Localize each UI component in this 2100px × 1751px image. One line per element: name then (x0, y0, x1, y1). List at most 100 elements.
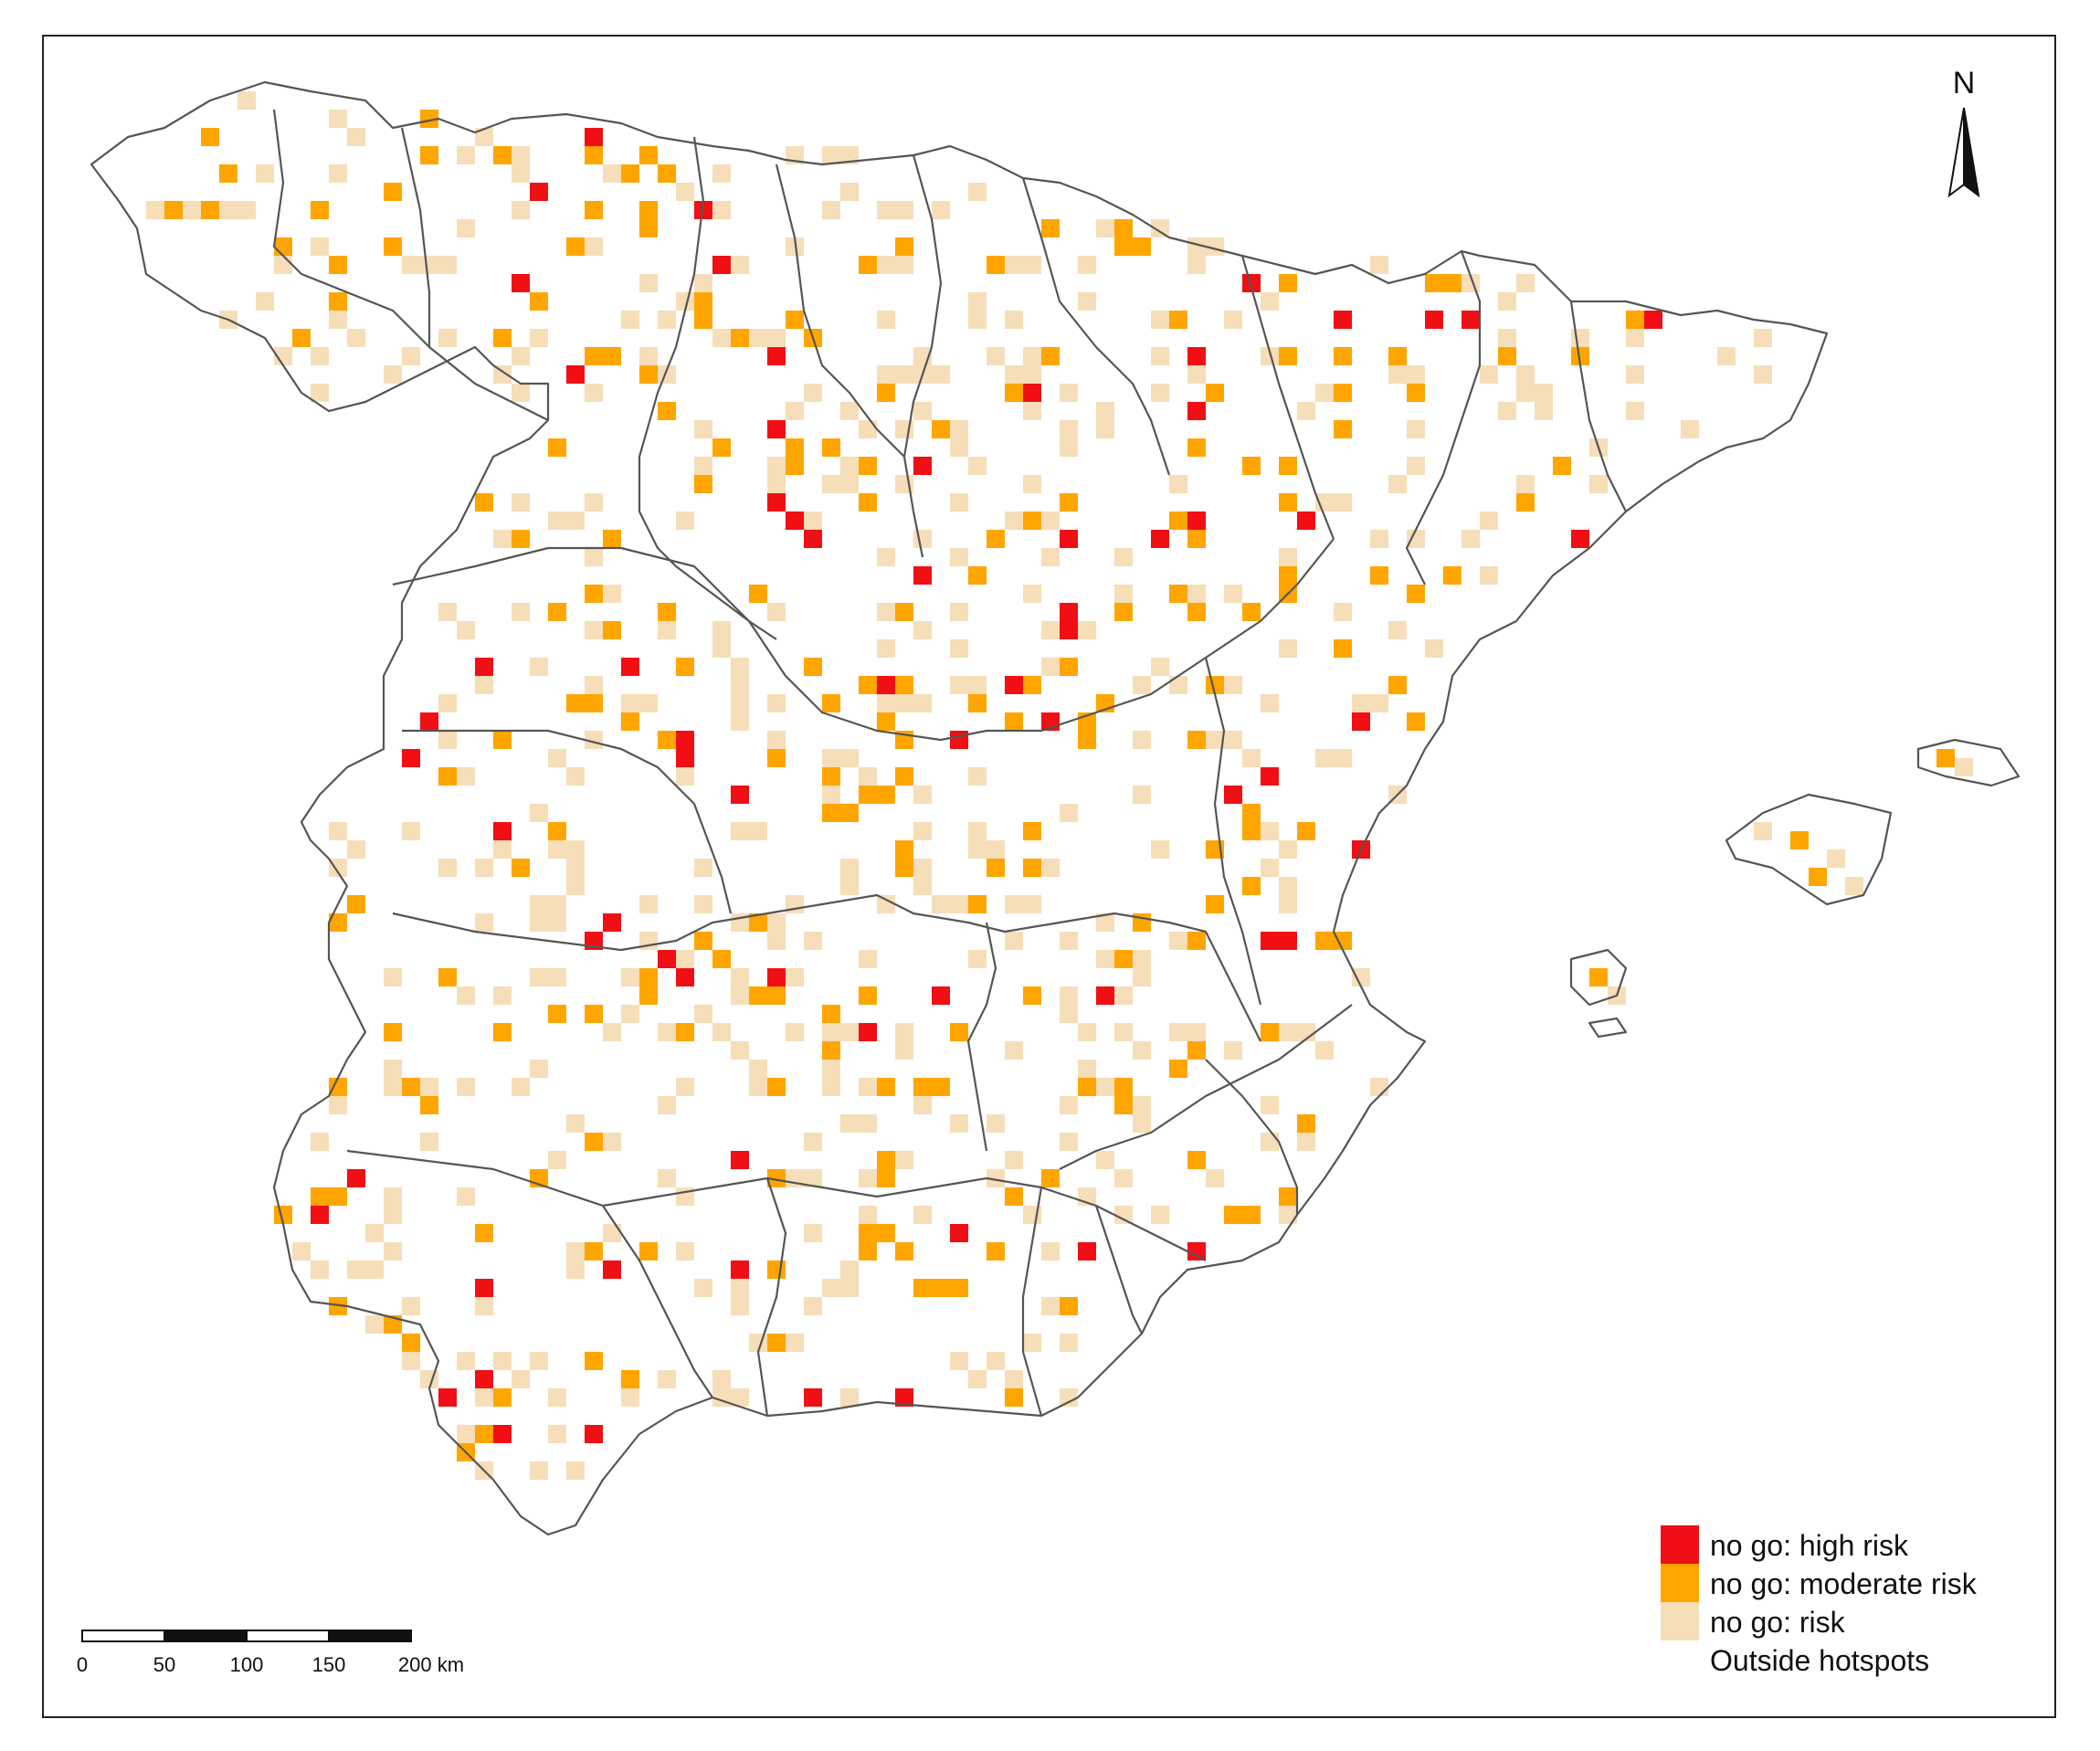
hotspot-cell (786, 457, 804, 475)
hotspot-cell (913, 457, 932, 475)
hotspot-cell (1279, 1206, 1297, 1224)
hotspot-cell (877, 786, 895, 804)
legend-item-risk: no go: risk (1661, 1602, 2044, 1640)
hotspot-cell (950, 438, 968, 457)
hotspot-cell (822, 1279, 840, 1297)
hotspot-cell (1626, 365, 1644, 384)
hotspot-cell (603, 1224, 621, 1242)
hotspot-cell (1187, 585, 1206, 603)
hotspot-cell (676, 1078, 694, 1096)
hotspot-cell (694, 1279, 712, 1297)
region-border (1021, 1187, 1043, 1417)
hotspot-cell (1133, 1041, 1151, 1060)
hotspot-cell (1096, 219, 1114, 237)
hotspot-cell (256, 164, 274, 183)
hotspot-cell (530, 658, 548, 676)
hotspot-cell (950, 1224, 968, 1242)
hotspot-cell (457, 219, 475, 237)
hotspot-cell (548, 840, 566, 859)
hotspot-cell (877, 895, 895, 913)
hotspot-cell (1187, 603, 1206, 621)
hotspot-cell (658, 603, 676, 621)
hotspot-cell (639, 219, 658, 237)
hotspot-cell (859, 457, 877, 475)
hotspot-cell (1717, 347, 1736, 365)
hotspot-cell (1498, 329, 1516, 347)
hotspot-cell (877, 1151, 895, 1169)
hotspot-cell (804, 1169, 822, 1187)
hotspot-cell (950, 1279, 968, 1297)
hotspot-cell (621, 712, 639, 731)
hotspot-cell (384, 1060, 402, 1078)
hotspot-cell (402, 1334, 420, 1352)
hotspot-cell (731, 1261, 749, 1279)
hotspot-cell (1516, 493, 1535, 512)
hotspot-cell (676, 749, 694, 767)
hotspot-cell (530, 968, 548, 986)
hotspot-cell (402, 1078, 420, 1096)
hotspot-cell (1005, 1388, 1023, 1407)
hotspot-cell (1352, 694, 1370, 712)
hotspot-cell (384, 1187, 402, 1206)
hotspot-cell (731, 1279, 749, 1297)
hotspot-cell (1041, 1297, 1060, 1315)
hotspot-cell (1279, 840, 1297, 859)
hotspot-cell (767, 1169, 786, 1187)
hotspot-cell (877, 548, 895, 566)
hotspot-cell (493, 822, 512, 840)
hotspot-cell (1114, 603, 1133, 621)
hotspot-cell (493, 329, 512, 347)
hotspot-cell (1334, 384, 1352, 402)
hotspot-cell (1279, 639, 1297, 658)
hotspot-cell (676, 1242, 694, 1261)
hotspot-cell (621, 1388, 639, 1407)
hotspot-cell (694, 1005, 712, 1023)
hotspot-cell (639, 274, 658, 292)
hotspot-cell (859, 950, 877, 968)
hotspot-cell (329, 256, 347, 274)
hotspot-cell (1388, 475, 1407, 493)
hotspot-cell (603, 1133, 621, 1151)
hotspot-cell (548, 512, 566, 530)
hotspot-cell (767, 493, 786, 512)
hotspot-cell (1060, 621, 1078, 639)
hotspot-cell (840, 475, 859, 493)
hotspot-cell (457, 1187, 475, 1206)
hotspot-cell (274, 237, 292, 256)
hotspot-cell (731, 329, 749, 347)
region-border (402, 729, 733, 914)
hotspot-cell (1023, 475, 1041, 493)
hotspot-cell (512, 201, 530, 219)
hotspot-cell (1279, 877, 1297, 895)
hotspot-cell (585, 731, 603, 749)
hotspot-cell (512, 603, 530, 621)
hotspot-cell (329, 822, 347, 840)
hotspot-cell (585, 493, 603, 512)
hotspot-cell (475, 1370, 493, 1388)
hotspot-cell (968, 676, 987, 694)
hotspot-cell (767, 475, 786, 493)
region-border (346, 1149, 1207, 1261)
hotspot-cell (712, 1023, 731, 1041)
hotspot-cell (1516, 365, 1535, 384)
hotspot-cell (1023, 512, 1041, 530)
hotspot-cell (1096, 1151, 1114, 1169)
hotspot-cell (658, 1169, 676, 1187)
hotspot-cell (840, 1279, 859, 1297)
hotspot-cell (1334, 639, 1352, 658)
hotspot-cell (786, 968, 804, 986)
hotspot-cell (548, 1005, 566, 1023)
hotspot-cell (603, 621, 621, 639)
hotspot-cell (1133, 676, 1151, 694)
hotspot-cell (530, 292, 548, 311)
hotspot-cell (1589, 475, 1608, 493)
hotspot-cell (347, 1261, 365, 1279)
hotspot-cell (1023, 256, 1041, 274)
hotspot-cell (859, 1206, 877, 1224)
hotspot-cell (968, 950, 987, 968)
hotspot-cell (712, 1370, 731, 1388)
hotspot-cell (786, 402, 804, 420)
hotspot-cell (767, 1261, 786, 1279)
scale-tick-150: 150 (311, 1653, 346, 1676)
hotspot-cell (658, 164, 676, 183)
